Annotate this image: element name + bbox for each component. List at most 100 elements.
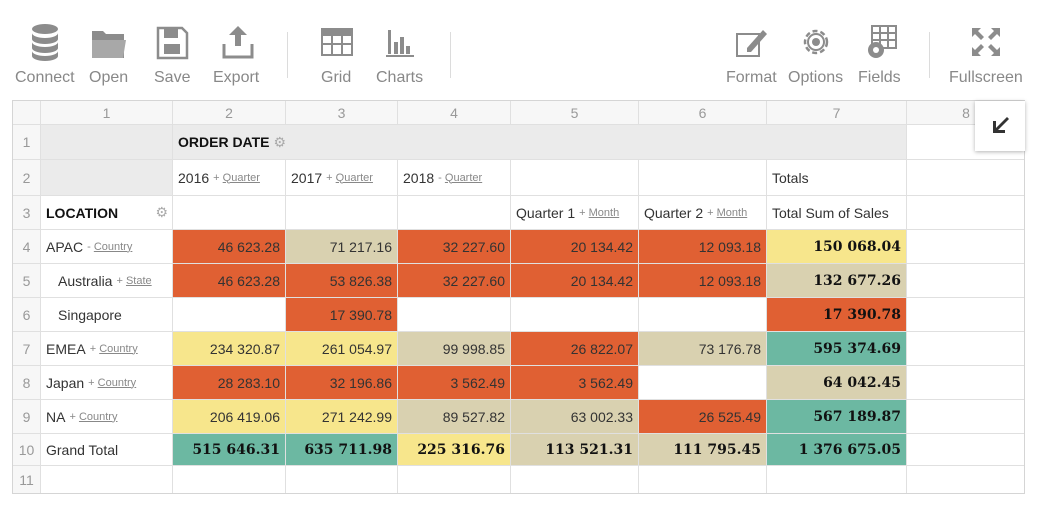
year-toggle[interactable]: - Quarter xyxy=(438,172,482,184)
fields-icon xyxy=(868,25,897,58)
value-cell: 20 134.42 xyxy=(511,264,639,298)
value-cell: 53 826.38 xyxy=(286,264,398,298)
column-header[interactable]: 3 xyxy=(286,101,398,125)
fields-button[interactable]: Fields xyxy=(856,0,904,96)
row-header[interactable]: 8 xyxy=(13,366,41,400)
value-cell: 63 002.33 xyxy=(511,400,639,434)
value-cell xyxy=(639,366,767,400)
fullscreen-button[interactable]: Fullscreen xyxy=(948,0,1024,96)
column-header[interactable]: 5 xyxy=(511,101,639,125)
year-header[interactable]: 2018- Quarter xyxy=(398,160,511,196)
year-toggle[interactable]: + Quarter xyxy=(326,172,373,184)
row-label[interactable]: Japan + Country xyxy=(41,366,173,400)
row-header[interactable]: 9 xyxy=(13,400,41,434)
pivot-grid[interactable]: 1 2 3 4 5 6 7 8 1 2 3 4 5 6 7 8 9 10 11 ORDER DATE ⚙ 2016 + Qu… xyxy=(12,100,1025,494)
row-header[interactable]: 3 xyxy=(13,196,41,230)
year-label: 2016 xyxy=(178,169,210,186)
row-header[interactable]: 7 xyxy=(13,332,41,366)
row-toggle[interactable]: + State xyxy=(116,275,151,287)
save-button[interactable]: Save xyxy=(152,0,192,96)
total-cell: 225 316.76 xyxy=(398,434,511,466)
charts-button[interactable]: Charts xyxy=(374,0,424,96)
year-drill-link[interactable]: Quarter xyxy=(335,171,373,184)
gear-icon[interactable]: ⚙ xyxy=(155,204,168,220)
column-header[interactable]: 4 xyxy=(398,101,511,125)
quarter-toggle[interactable]: + Month xyxy=(579,207,619,219)
row-drill-link[interactable]: Country xyxy=(93,240,133,253)
row-header[interactable]: 10 xyxy=(13,434,41,466)
value-cell: 26 525.49 xyxy=(639,400,767,434)
row-toggle[interactable]: + Country xyxy=(90,343,138,355)
row-drill-link[interactable]: Country xyxy=(97,376,137,389)
row-header[interactable]: 5 xyxy=(13,264,41,298)
charts-label: Charts xyxy=(376,69,424,86)
row-label[interactable]: APAC - Country xyxy=(41,230,173,264)
quarter-drill-link[interactable]: Month xyxy=(716,206,748,219)
row-header[interactable]: 1 xyxy=(13,125,41,160)
empty-cell xyxy=(41,160,173,196)
grid-label: Grid xyxy=(321,69,352,86)
format-button[interactable]: Format xyxy=(724,0,778,96)
year-drill-link[interactable]: Quarter xyxy=(444,171,483,184)
grid-corner xyxy=(13,101,41,125)
export-button[interactable]: Export xyxy=(212,0,264,96)
empty-cell xyxy=(639,466,767,493)
location-label: LOCATION xyxy=(46,204,119,221)
grid-icon xyxy=(321,28,353,56)
quarter-header[interactable]: Quarter 1 + Month xyxy=(511,196,639,230)
row-drill-link[interactable]: State xyxy=(125,274,152,287)
row-toggle-sign: - xyxy=(87,240,91,253)
value-cell: 271 242.99 xyxy=(286,400,398,434)
row-label[interactable]: Australia + State xyxy=(41,264,173,298)
row-toggle[interactable]: - Country xyxy=(87,241,132,253)
gear-icon[interactable]: ⚙ xyxy=(273,133,287,150)
year-header[interactable]: 2016 + Quarter xyxy=(173,160,286,196)
value-cell: 234 320.87 xyxy=(173,332,286,366)
column-header[interactable]: 2 xyxy=(173,101,286,125)
order-date-header[interactable]: ORDER DATE ⚙ xyxy=(173,125,907,160)
row-label: Grand Total xyxy=(41,434,173,466)
row-header[interactable]: 6 xyxy=(13,298,41,332)
row-drill-link[interactable]: Country xyxy=(99,342,138,355)
quarter-label: Quarter 1 xyxy=(516,204,576,221)
row-header[interactable]: 4 xyxy=(13,230,41,264)
value-cell: 32 227.60 xyxy=(398,230,511,264)
row-toggle[interactable]: + Country xyxy=(69,411,117,423)
row-header[interactable]: 11 xyxy=(13,466,41,493)
year-toggle[interactable]: + Quarter xyxy=(213,172,260,184)
column-header[interactable]: 7 xyxy=(767,101,907,125)
connect-button[interactable]: Connect xyxy=(14,0,76,96)
column-header[interactable]: 1 xyxy=(41,101,173,125)
empty-cell xyxy=(907,160,1024,196)
quarter-toggle-sign: + xyxy=(707,206,714,219)
value-cell: 261 054.97 xyxy=(286,332,398,366)
row-toggle[interactable]: + Country xyxy=(88,377,136,389)
year-drill-link[interactable]: Quarter xyxy=(222,171,260,184)
value-cell: 89 527.82 xyxy=(398,400,511,434)
value-cell: 73 176.78 xyxy=(639,332,767,366)
quarter-drill-link[interactable]: Month xyxy=(588,206,620,219)
open-button[interactable]: Open xyxy=(86,0,130,96)
floppy-disk-icon xyxy=(156,26,189,60)
row-drill-link[interactable]: Country xyxy=(78,410,118,423)
options-button[interactable]: Options xyxy=(787,0,845,96)
total-cell: 567 189.87 xyxy=(767,400,907,434)
row-header[interactable]: 2 xyxy=(13,160,41,196)
quarter-header[interactable]: Quarter 2 + Month xyxy=(639,196,767,230)
value-cell: 12 093.18 xyxy=(639,264,767,298)
location-header[interactable]: LOCATION ⚙ xyxy=(41,196,173,230)
grid-button[interactable]: Grid xyxy=(318,0,356,96)
value-cell: 32 227.60 xyxy=(398,264,511,298)
year-header[interactable]: 2017 + Quarter xyxy=(286,160,398,196)
row-label-text: Singapore xyxy=(58,306,122,323)
row-label[interactable]: EMEA + Country xyxy=(41,332,173,366)
quarter-toggle[interactable]: + Month xyxy=(707,207,747,219)
row-label[interactable]: NA + Country xyxy=(41,400,173,434)
empty-cell xyxy=(511,466,639,493)
quarter-label: Quarter 2 xyxy=(644,204,704,221)
collapse-toolbar-button[interactable] xyxy=(975,101,1025,151)
value-cell: 17 390.78 xyxy=(286,298,398,332)
quarter-toggle-sign: + xyxy=(579,206,586,219)
column-header[interactable]: 6 xyxy=(639,101,767,125)
value-cell: 32 196.86 xyxy=(286,366,398,400)
